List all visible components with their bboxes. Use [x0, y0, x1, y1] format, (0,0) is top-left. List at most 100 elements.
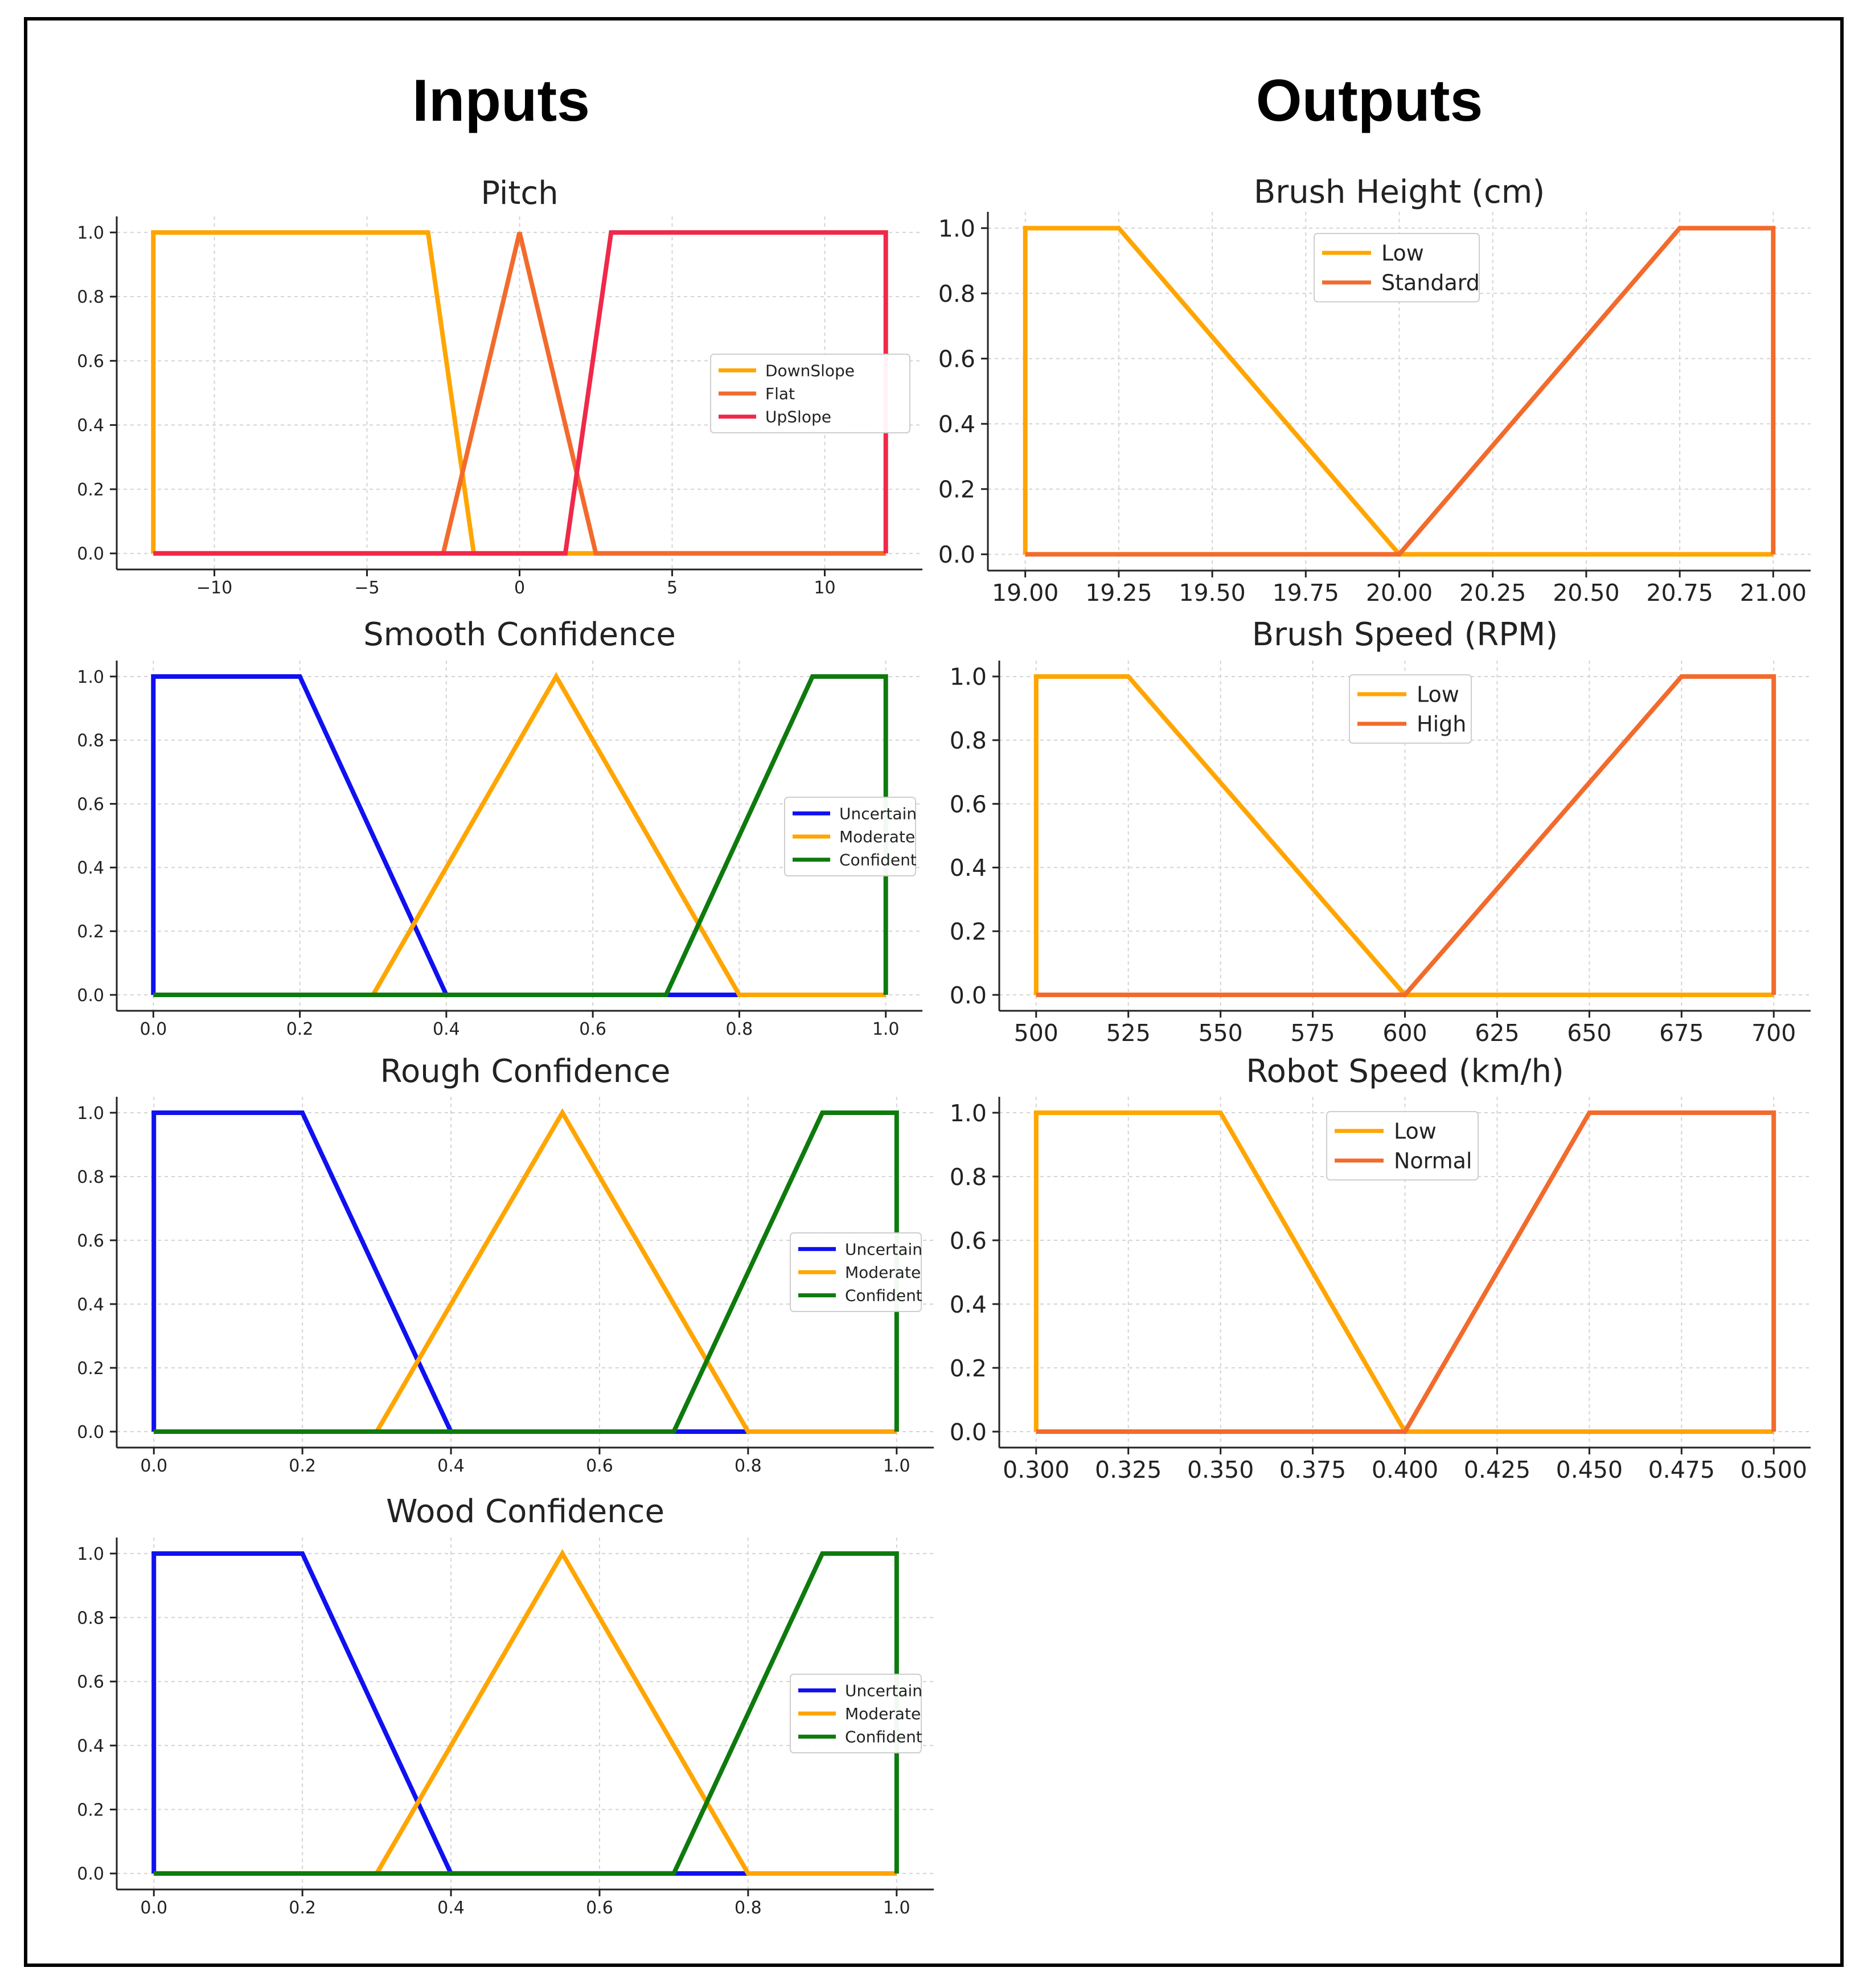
y-tick-label: 0.8: [77, 288, 104, 308]
x-tick-label: 1.0: [883, 1898, 910, 1918]
y-tick-label: 0.2: [77, 1800, 104, 1820]
y-tick-label: 0.8: [77, 731, 104, 751]
chart-smooth: 0.0 0.2 0.4 0.6 0.8 1.0 0.0 0.2 0.4 0.6 0.8 1.0 Smoo…: [77, 616, 922, 1039]
x-tick-label: 21.00: [1740, 579, 1807, 606]
y-tick-label: 0.0: [77, 986, 104, 1006]
chart-title: Brush Height (cm): [1254, 174, 1545, 211]
y-tick-label: 0.4: [77, 416, 104, 436]
y-tick-label: 0.6: [77, 794, 104, 814]
series-line-moderate: [154, 1549, 897, 1876]
legend-box: [1326, 1111, 1479, 1180]
legend-label: Uncertain: [845, 1240, 922, 1259]
y-tick-label: 0.4: [77, 858, 104, 878]
outputs-heading: Outputs: [1255, 68, 1483, 134]
series-line-normal: [1036, 1110, 1776, 1434]
y-tick-label: 0.2: [938, 476, 975, 503]
legend-label: High: [1417, 712, 1466, 737]
chart-robot_speed: 0.300 0.325 0.350 0.375 0.400 0.425 0.450 0.475…: [950, 1053, 1811, 1483]
chart-wood: 0.0 0.2 0.4 0.6 0.8 1.0 0.0 0.2 0.4 0.6 0.8 1.0 Wood…: [77, 1493, 934, 1918]
y-tick-label: 1.0: [938, 215, 975, 242]
legend-box: [790, 1232, 922, 1312]
legend-label: Low: [1381, 241, 1424, 266]
y-tick-label: 0.6: [950, 790, 987, 818]
x-tick-label: 575: [1290, 1019, 1335, 1047]
x-tick-label: 0.2: [289, 1898, 316, 1918]
y-tick-label: 0.4: [77, 1295, 104, 1315]
x-tick-label: 600: [1382, 1019, 1427, 1047]
y-tick-label: 0.0: [77, 544, 104, 564]
x-tick-label: 0.2: [289, 1456, 316, 1476]
x-tick-label: 0.0: [139, 1019, 167, 1039]
legend: Uncertain Moderate Confident: [790, 1232, 922, 1312]
x-tick-label: 0.4: [437, 1898, 465, 1918]
series-line-uncertain: [151, 1551, 748, 1876]
x-tick-label: 20.50: [1553, 579, 1619, 606]
y-tick-label: 0.0: [950, 982, 987, 1009]
legend-label: Standard: [1381, 270, 1480, 296]
chart-title: Brush Speed (RPM): [1252, 616, 1558, 653]
legend-box: [790, 1674, 922, 1753]
x-tick-label: 19.50: [1179, 579, 1245, 606]
legend-label: Confident: [845, 1286, 922, 1305]
y-tick-label: 0.2: [77, 480, 104, 500]
x-tick-label: 0: [514, 578, 525, 598]
x-tick-label: 0.375: [1279, 1456, 1346, 1483]
x-tick-label: −5: [354, 578, 379, 598]
x-tick-label: 0.300: [1003, 1456, 1069, 1483]
legend-label: Confident: [845, 1728, 922, 1747]
y-tick-label: 0.4: [938, 411, 975, 438]
x-tick-label: 10: [814, 578, 835, 598]
x-tick-label: 550: [1199, 1019, 1243, 1047]
chart-brush_speed: 500 525 550 575 600 625 650 675 700 0.0 0.2 0.4 0.6 0…: [950, 616, 1811, 1047]
x-tick-label: 20.00: [1366, 579, 1433, 606]
y-tick-label: 0.2: [950, 1355, 987, 1382]
legend: Low Normal: [1326, 1111, 1479, 1180]
series-line-moderate: [153, 671, 886, 997]
y-tick-label: 0.2: [77, 922, 104, 942]
y-tick-label: 0.8: [77, 1608, 104, 1628]
legend-label: DownSlope: [765, 361, 855, 380]
legend-label: UpSlope: [765, 408, 831, 427]
y-tick-label: 0.0: [938, 541, 975, 568]
x-tick-label: 20.25: [1459, 579, 1526, 606]
series-line-moderate: [154, 1108, 897, 1434]
y-tick-label: 0.8: [950, 1163, 987, 1191]
x-tick-label: 0.2: [286, 1019, 314, 1039]
legend-box: [784, 797, 916, 876]
x-tick-label: 0.0: [140, 1898, 167, 1918]
x-tick-label: 0.450: [1556, 1456, 1623, 1483]
legend: DownSlope Flat UpSlope: [710, 354, 910, 433]
legend: Low Standard: [1314, 233, 1480, 302]
inputs-heading: Inputs: [412, 68, 590, 134]
x-tick-label: 0.475: [1648, 1456, 1715, 1483]
legend-label: Moderate: [839, 827, 915, 846]
legend-label: Moderate: [845, 1704, 921, 1723]
series-line-uncertain: [151, 1110, 748, 1434]
series-line-low: [1033, 1110, 1774, 1434]
series-line-uncertain: [151, 674, 740, 997]
y-tick-label: 0.0: [77, 1423, 104, 1442]
series-line-standard: [1025, 226, 1776, 557]
series-line-low: [1023, 226, 1774, 557]
legend-label: Confident: [839, 851, 917, 870]
series-line-confident: [154, 1551, 899, 1876]
y-tick-label: 1.0: [77, 223, 104, 243]
chart-rough: 0.0 0.2 0.4 0.6 0.8 1.0 0.0 0.2 0.4 0.6 0.8 1.0 Roug…: [77, 1053, 934, 1476]
x-tick-label: 1.0: [872, 1019, 900, 1039]
y-tick-label: 0.6: [938, 345, 975, 372]
legend: Uncertain Moderate Confident: [790, 1674, 922, 1753]
x-tick-label: 500: [1014, 1019, 1058, 1047]
y-tick-label: 1.0: [77, 1104, 104, 1124]
y-tick-label: 0.4: [950, 854, 987, 882]
chart-title: Robot Speed (km/h): [1246, 1053, 1564, 1090]
x-tick-label: 19.75: [1273, 579, 1339, 606]
x-tick-label: −10: [196, 578, 232, 598]
y-tick-label: 1.0: [77, 1544, 104, 1564]
legend-box: [710, 354, 910, 433]
x-tick-label: 0.6: [579, 1019, 606, 1039]
chart-title: Smooth Confidence: [363, 616, 676, 653]
y-tick-label: 0.2: [77, 1359, 104, 1379]
legend-label: Moderate: [845, 1263, 921, 1282]
x-tick-label: 0.350: [1187, 1456, 1254, 1483]
x-tick-label: 700: [1751, 1019, 1796, 1047]
